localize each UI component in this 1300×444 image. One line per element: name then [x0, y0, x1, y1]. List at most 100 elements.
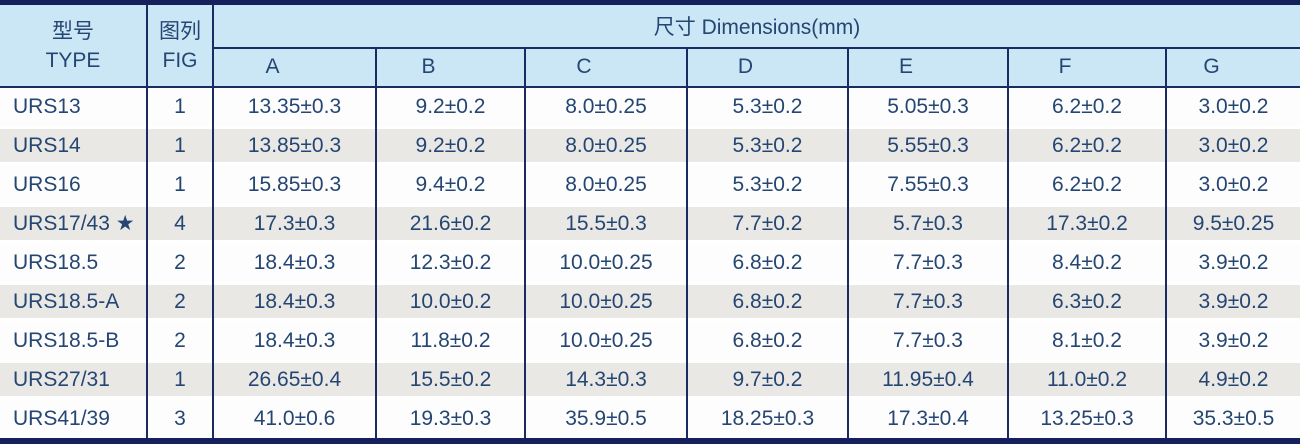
dim-cell: 7.7±0.2 [687, 204, 849, 244]
dim-cell: 8.0±0.25 [525, 86, 688, 127]
type-cell: URS14 [0, 126, 148, 166]
dim-cell: 6.8±0.2 [687, 243, 849, 283]
dim-cell: 9.2±0.2 [376, 86, 526, 127]
dim-cell: 26.65±0.4 [213, 360, 377, 399]
dim-cell: 19.3±0.3 [376, 399, 526, 441]
dim-cell: 17.3±0.3 [213, 204, 377, 244]
dim-cell: 35.3±0.5 [1166, 399, 1300, 441]
dim-cell: 11.0±0.2 [1008, 360, 1167, 399]
dim-cell: 5.3±0.2 [687, 126, 849, 166]
dim-cell: 5.3±0.2 [687, 86, 849, 127]
type-cell: URS18.5-A [0, 282, 148, 322]
table-body: URS13 1 13.35±0.3 9.2±0.2 8.0±0.25 5.3±0.2 5… [0, 86, 1300, 441]
dim-cell: 8.1±0.2 [1008, 321, 1167, 361]
dim-cell: 6.2±0.2 [1008, 165, 1167, 205]
dim-cell: 14.3±0.3 [525, 360, 688, 399]
dim-col-header: F [1008, 47, 1167, 88]
fig-cell: 1 [147, 360, 214, 399]
dim-cell: 13.85±0.3 [213, 126, 377, 166]
dim-cell: 17.3±0.2 [1008, 204, 1167, 244]
dim-cell: 15.85±0.3 [213, 165, 377, 205]
dim-cell: 7.7±0.3 [848, 243, 1009, 283]
dim-cell: 5.3±0.2 [687, 165, 849, 205]
dim-cell: 15.5±0.2 [376, 360, 526, 399]
dim-cell: 12.3±0.2 [376, 243, 526, 283]
table-row: URS27/31 1 26.65±0.4 15.5±0.2 14.3±0.3 9.7±… [0, 360, 1300, 399]
dim-cell: 6.3±0.2 [1008, 282, 1167, 322]
dim-cell: 6.2±0.2 [1008, 86, 1167, 127]
dim-cell: 5.05±0.3 [848, 86, 1009, 127]
dim-cell: 3.9±0.2 [1166, 282, 1300, 322]
dim-cell: 11.8±0.2 [376, 321, 526, 361]
dim-cell: 18.4±0.3 [213, 282, 377, 322]
dim-cell: 3.0±0.2 [1166, 126, 1300, 166]
dim-col-header: E [848, 47, 1009, 88]
fig-cell: 3 [147, 399, 214, 441]
dim-col-header: A [213, 47, 377, 88]
dim-cell: 41.0±0.6 [213, 399, 377, 441]
dim-cell: 8.0±0.25 [525, 126, 688, 166]
dim-cell: 7.55±0.3 [848, 165, 1009, 205]
table-row: URS16 1 15.85±0.3 9.4±0.2 8.0±0.25 5.3±0.2 7… [0, 165, 1300, 205]
fig-cell: 4 [147, 204, 214, 244]
type-cell: URS13 [0, 86, 148, 127]
dim-cell: 7.7±0.3 [848, 282, 1009, 322]
dim-cell: 5.7±0.3 [848, 204, 1009, 244]
dim-cell: 18.25±0.3 [687, 399, 849, 441]
dim-col-header: D [687, 47, 849, 88]
fig-cell: 1 [147, 126, 214, 166]
fig-header-cn: 图列 [159, 19, 201, 43]
table-row: URS14 1 13.85±0.3 9.2±0.2 8.0±0.25 5.3±0.2 5… [0, 126, 1300, 166]
dim-col-header: C [525, 47, 688, 88]
dim-cell: 6.8±0.2 [687, 321, 849, 361]
type-header-cn: 型号 [52, 19, 94, 43]
table-row: URS18.5-B 2 18.4±0.3 11.8±0.2 10.0±0.25 6.8… [0, 321, 1300, 361]
dim-cell: 6.8±0.2 [687, 282, 849, 322]
dim-cell: 7.7±0.3 [848, 321, 1009, 361]
fig-column-header: 图列 FIG [147, 2, 214, 88]
dim-cell: 35.9±0.5 [525, 399, 688, 441]
table-row: URS17/43 ★ 4 17.3±0.3 21.6±0.2 15.5±0.3 7.7… [0, 204, 1300, 244]
dim-cell: 4.9±0.2 [1166, 360, 1300, 399]
dim-cell: 17.3±0.4 [848, 399, 1009, 441]
type-cell: URS18.5-B [0, 321, 148, 361]
dim-cell: 13.25±0.3 [1008, 399, 1167, 441]
fig-cell: 1 [147, 86, 214, 127]
dim-cell: 13.35±0.3 [213, 86, 377, 127]
dim-cell: 21.6±0.2 [376, 204, 526, 244]
type-cell: URS27/31 [0, 360, 148, 399]
dim-cell: 10.0±0.25 [525, 243, 688, 283]
dim-cell: 6.2±0.2 [1008, 126, 1167, 166]
dim-cell: 9.4±0.2 [376, 165, 526, 205]
dim-cell: 15.5±0.3 [525, 204, 688, 244]
dim-cell: 9.2±0.2 [376, 126, 526, 166]
fig-cell: 1 [147, 165, 214, 205]
dim-cell: 9.7±0.2 [687, 360, 849, 399]
dim-cell: 3.0±0.2 [1166, 165, 1300, 205]
type-cell: URS17/43 ★ [0, 204, 148, 244]
header-row-top: 型号 TYPE 图列 FIG 尺寸 Dimensions(mm) [0, 2, 1300, 88]
dim-cell: 8.4±0.2 [1008, 243, 1167, 283]
dim-col-header: B [376, 47, 526, 88]
dim-cell: 8.0±0.25 [525, 165, 688, 205]
table-row: URS41/39 3 41.0±0.6 19.3±0.3 35.9±0.5 18.25… [0, 399, 1300, 441]
type-cell: URS18.5 [0, 243, 148, 283]
dim-cell: 10.0±0.25 [525, 321, 688, 361]
table-row: URS18.5 2 18.4±0.3 12.3±0.2 10.0±0.25 6.8±0… [0, 243, 1300, 283]
fig-cell: 2 [147, 321, 214, 361]
dim-cell: 18.4±0.3 [213, 243, 377, 283]
type-cell: URS16 [0, 165, 148, 205]
dim-cell: 10.0±0.25 [525, 282, 688, 322]
type-cell: URS41/39 [0, 399, 148, 441]
dim-col-header: G [1166, 47, 1300, 88]
dim-cell: 9.5±0.25 [1166, 204, 1300, 244]
dimensions-title: 尺寸 Dimensions(mm) [213, 2, 1300, 49]
table-row: URS18.5-A 2 18.4±0.3 10.0±0.2 10.0±0.25 6.8… [0, 282, 1300, 322]
fig-header-en: FIG [162, 49, 198, 73]
dim-cell: 10.0±0.2 [376, 282, 526, 322]
type-column-header: 型号 TYPE [0, 2, 148, 88]
